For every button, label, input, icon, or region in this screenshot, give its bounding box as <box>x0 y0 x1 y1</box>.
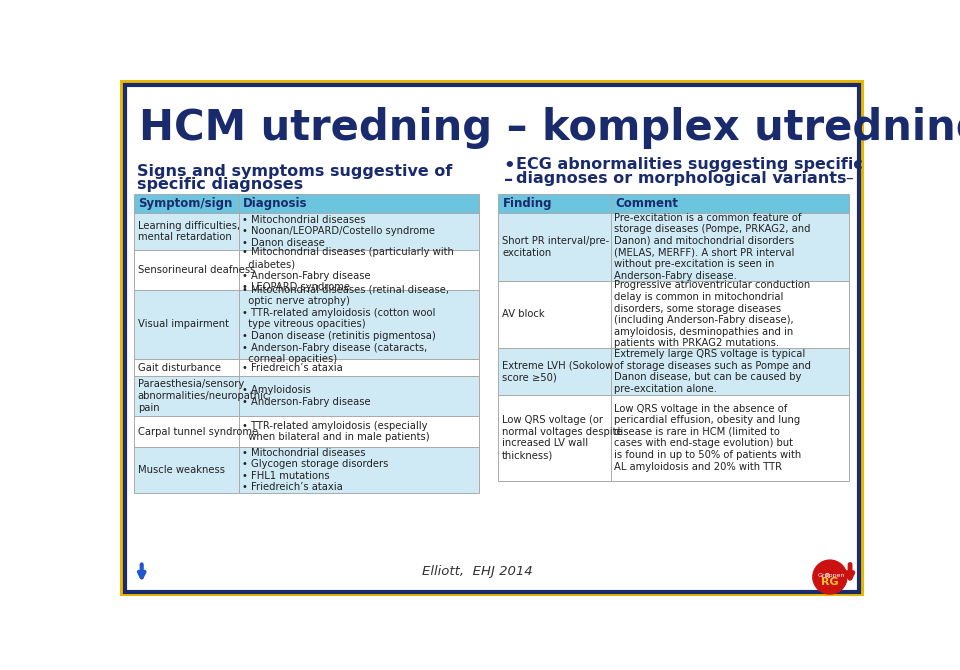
Text: Gait disturbance: Gait disturbance <box>138 362 221 373</box>
Text: Finding: Finding <box>503 197 552 210</box>
Bar <box>498 395 611 481</box>
Bar <box>134 359 239 376</box>
Text: ECG abnormalities suggesting specific: ECG abnormalities suggesting specific <box>516 157 863 172</box>
Bar <box>498 194 611 213</box>
Bar <box>134 250 239 290</box>
Text: Extreme LVH (Sokolow
score ≥50): Extreme LVH (Sokolow score ≥50) <box>502 360 613 383</box>
Bar <box>239 447 479 493</box>
Text: Diagnosis: Diagnosis <box>243 197 308 210</box>
Text: Short PR interval/pre-
excitation: Short PR interval/pre- excitation <box>502 236 610 257</box>
Bar <box>611 194 850 213</box>
Text: n: n <box>825 571 829 580</box>
Bar <box>239 213 479 250</box>
Text: • Mitochondrial diseases
• Glycogen storage disorders
• FHL1 mutations
• Friedre: • Mitochondrial diseases • Glycogen stor… <box>243 448 389 492</box>
Text: Elliott,  EHJ 2014: Elliott, EHJ 2014 <box>422 565 533 578</box>
Bar <box>611 213 850 281</box>
Bar <box>239 416 479 447</box>
Text: • Friedreich’s ataxia: • Friedreich’s ataxia <box>243 362 344 373</box>
Bar <box>134 447 239 493</box>
Text: Learning difficulties,
mental retardation: Learning difficulties, mental retardatio… <box>138 220 240 242</box>
Bar <box>498 348 611 395</box>
Bar <box>611 348 850 395</box>
Text: Gruppen: Gruppen <box>818 573 845 578</box>
Bar <box>611 281 850 348</box>
Bar <box>134 376 239 416</box>
Text: Carpal tunnel syndrome: Carpal tunnel syndrome <box>138 427 258 437</box>
Bar <box>498 213 611 281</box>
Text: Sensorineural deafness: Sensorineural deafness <box>138 265 255 275</box>
Bar <box>134 213 239 250</box>
Bar <box>134 416 239 447</box>
Bar <box>239 250 479 290</box>
Text: Signs and symptoms suggestive of: Signs and symptoms suggestive of <box>137 163 452 179</box>
Text: • Amyloidosis
• Anderson-Fabry disease: • Amyloidosis • Anderson-Fabry disease <box>243 385 372 407</box>
Text: Paraesthesia/sensory
abnormalities/neuropathic
pain: Paraesthesia/sensory abnormalities/neuro… <box>138 379 270 413</box>
Text: Visual impairment: Visual impairment <box>138 320 228 330</box>
Text: Progressive atrioventricular conduction
delay is common in mitochondrial
disorde: Progressive atrioventricular conduction … <box>614 281 810 348</box>
Text: Comment: Comment <box>615 197 678 210</box>
Circle shape <box>813 560 847 594</box>
Bar <box>239 194 479 213</box>
Bar <box>611 395 850 481</box>
Bar <box>498 281 611 348</box>
Text: • Mitochondrial diseases (retinal disease,
  optic nerve atrophy)
• TTR-related : • Mitochondrial diseases (retinal diseas… <box>243 285 449 364</box>
Text: –: – <box>845 172 852 186</box>
Text: Muscle weakness: Muscle weakness <box>138 465 225 475</box>
Text: Low QRS voltage in the absence of
pericardial effusion, obesity and lung
disease: Low QRS voltage in the absence of perica… <box>614 404 802 472</box>
Bar <box>239 290 479 359</box>
Text: HCM utredning – komplex utredning: HCM utredning – komplex utredning <box>139 107 960 149</box>
Bar <box>134 194 239 213</box>
Bar <box>239 376 479 416</box>
Text: Low QRS voltage (or
normal voltages despite
increased LV wall
thickness): Low QRS voltage (or normal voltages desp… <box>502 415 623 460</box>
Text: •: • <box>504 157 516 176</box>
Text: • Mitochondrial diseases
• Noonan/LEOPARD/Costello syndrome
• Danon disease: • Mitochondrial diseases • Noonan/LEOPAR… <box>243 214 436 248</box>
Text: RG: RG <box>821 578 839 588</box>
Text: Symptom/sign: Symptom/sign <box>138 197 233 210</box>
Text: –: – <box>504 172 513 189</box>
Text: Extremely large QRS voltage is typical
of storage diseases such as Pompe and
Dan: Extremely large QRS voltage is typical o… <box>614 349 811 394</box>
Text: • Mitochondrial diseases (particularly with
  diabetes)
• Anderson-Fabry disease: • Mitochondrial diseases (particularly w… <box>243 247 454 292</box>
Text: • TTR-related amyloidosis (especially
  when bilateral and in male patients): • TTR-related amyloidosis (especially wh… <box>243 421 430 442</box>
Text: diagnoses or morphological variants: diagnoses or morphological variants <box>516 172 847 186</box>
Text: specific diagnoses: specific diagnoses <box>137 178 303 192</box>
Text: AV block: AV block <box>502 310 544 320</box>
Bar <box>134 290 239 359</box>
Text: Pre-excitation is a common feature of
storage diseases (Pompe, PRKAG2, and
Danon: Pre-excitation is a common feature of st… <box>614 212 811 281</box>
Bar <box>239 359 479 376</box>
